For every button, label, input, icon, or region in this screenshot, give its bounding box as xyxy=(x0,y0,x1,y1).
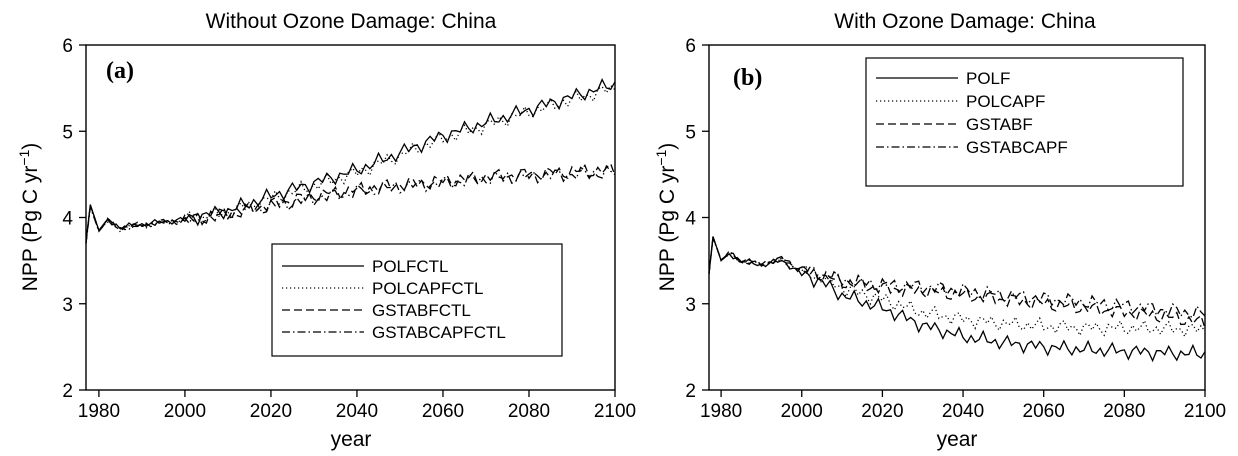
panel-a-legend-box xyxy=(271,243,563,357)
panel-a-x-tick-label: 2060 xyxy=(422,401,464,422)
panel-a-x-tick-label: 2020 xyxy=(250,401,292,422)
panel-b-legend-label-gstabf: GSTABF xyxy=(966,115,1033,134)
panel-b-y-tick-label: 4 xyxy=(685,209,696,230)
panel-a-x-tick-label: 2040 xyxy=(336,401,378,422)
panel-a-legend: POLFCTL POLCAPFCTL GSTABFCTL GSTABCAPFCTL xyxy=(271,243,563,357)
panel-a-legend-label-polfctl: POLFCTL xyxy=(372,257,449,276)
panel-a-series-polfctl xyxy=(85,78,616,242)
panel-a-y-tick-label: 2 xyxy=(62,381,73,402)
panel-a-series-gstabcapfctl xyxy=(85,164,616,244)
panel-a-legend-label-gstabcapfctl: GSTABCAPFCTL xyxy=(372,323,506,342)
panel-b-title: With Ozone Damage: China xyxy=(834,10,1096,33)
panel-b-ticks: 1980 2000 2020 2040 2060 2080 2100 2 3 4 5 6 xyxy=(685,36,1226,422)
panel-b-x-tick-label: 2000 xyxy=(781,401,823,422)
panel-b-legend-label-polf: POLF xyxy=(966,69,1010,88)
panel-a-series xyxy=(85,78,616,244)
panel-a-y-tick-label: 6 xyxy=(62,36,73,57)
panel-a-label: (a) xyxy=(106,58,134,84)
panel-b-x-axis-label: year xyxy=(937,428,978,451)
panel-a-x-tick-label: 2080 xyxy=(508,401,550,422)
panel-b-x-tick-label: 2040 xyxy=(942,401,984,422)
panel-b-series-gstabcapf xyxy=(708,237,1206,319)
panel-a: Without Ozone Damage: China (a) year NPP… xyxy=(16,10,636,451)
panel-a-y-tick-label: 4 xyxy=(62,209,73,230)
panel-b-y-tick-label: 3 xyxy=(685,295,696,316)
panel-b-y-tick-label: 2 xyxy=(685,381,696,402)
panel-b-series-gstabf xyxy=(708,237,1206,329)
panel-b-series-polcapf xyxy=(708,237,1206,339)
panel-a-y-tick-label: 3 xyxy=(62,295,73,316)
panel-b-series xyxy=(708,236,1206,363)
panel-a-legend-label-gstabfctl: GSTABFCTL xyxy=(372,301,471,320)
panel-a-x-tick-label: 2100 xyxy=(594,401,636,422)
panel-a-title: Without Ozone Damage: China xyxy=(206,10,497,33)
panel-b: With Ozone Damage: China (b) year NPP (P… xyxy=(653,10,1226,451)
panel-a-ticks: 1980 2000 2020 2040 2060 2080 2100 2 3 4 5 6 xyxy=(62,36,636,422)
panel-b-y-tick-label: 6 xyxy=(685,36,696,57)
panel-b-x-tick-label: 2060 xyxy=(1023,401,1065,422)
panel-b-legend-box xyxy=(865,57,1184,187)
panel-b-x-tick-label: 2080 xyxy=(1103,401,1145,422)
panel-b-label: (b) xyxy=(733,65,762,91)
panel-a-x-tick-label: 1980 xyxy=(78,401,120,422)
panel-a-series-gstabfctl xyxy=(85,162,616,243)
panel-b-series-polf xyxy=(708,236,1206,363)
panel-b-x-tick-label: 1980 xyxy=(700,401,742,422)
panel-b-legend: POLF POLCAPF GSTABF GSTABCAPF xyxy=(865,57,1184,187)
panel-b-legend-label-polcapf: POLCAPF xyxy=(966,92,1045,111)
panel-b-x-tick-label: 2020 xyxy=(861,401,903,422)
panel-a-y-axis-label: NPP (Pg C yr−1) xyxy=(16,143,42,292)
panel-b-legend-label-gstabcapf: GSTABCAPF xyxy=(966,138,1068,157)
panel-a-legend-label-polcapfctl: POLCAPFCTL xyxy=(372,279,483,298)
panel-a-x-tick-label: 2000 xyxy=(164,401,206,422)
panel-a-x-axis-label: year xyxy=(331,428,372,451)
panel-b-x-tick-label: 2100 xyxy=(1184,401,1226,422)
panel-a-y-tick-label: 5 xyxy=(62,122,73,143)
panel-b-y-tick-label: 5 xyxy=(685,122,696,143)
panel-b-y-axis-label: NPP (Pg C yr−1) xyxy=(653,143,679,292)
